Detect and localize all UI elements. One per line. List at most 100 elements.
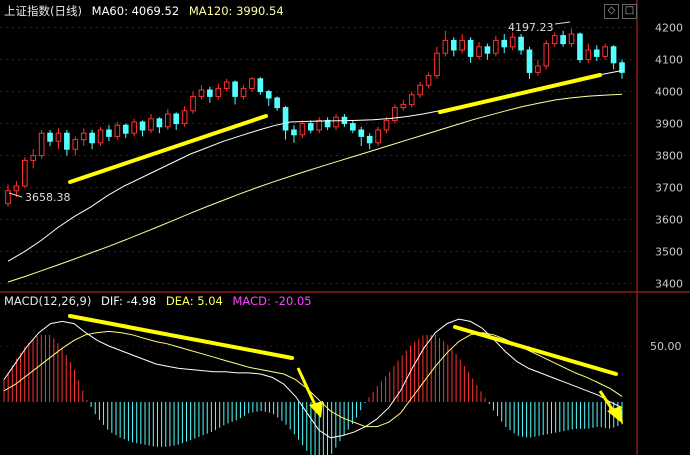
candle-body — [164, 113, 171, 128]
y-tick-label: 3400 — [655, 278, 683, 291]
candle-body — [64, 132, 70, 150]
maximize-button[interactable]: □ — [622, 4, 637, 19]
candle-body — [97, 129, 104, 144]
candle-body — [38, 132, 45, 157]
candle-body — [55, 132, 62, 142]
candle-up — [72, 136, 79, 156]
candle-up — [400, 99, 407, 111]
candle-down — [139, 120, 146, 137]
candle-up — [190, 91, 196, 114]
y-tick-label: 3900 — [655, 118, 683, 131]
y-tick-label: 3800 — [655, 150, 683, 163]
candle-body — [274, 97, 280, 109]
candle-body — [358, 129, 365, 137]
candle-up — [114, 122, 121, 140]
candle-body — [484, 46, 491, 54]
candle-up — [459, 34, 466, 54]
candle-up — [97, 126, 104, 146]
candle-body — [106, 129, 112, 137]
candle-down — [274, 96, 280, 111]
candle-up — [509, 32, 516, 50]
candle-body — [450, 39, 457, 51]
y-tick-label: 4200 — [655, 22, 683, 35]
candle-body — [434, 52, 440, 77]
candle-body — [131, 121, 137, 134]
y-tick-label: 3500 — [655, 246, 683, 259]
candle-body — [585, 49, 592, 61]
candle-body — [392, 107, 398, 121]
candle-up — [316, 117, 323, 134]
candle-body — [366, 135, 373, 144]
candle-up — [585, 43, 592, 63]
candle-body — [551, 35, 558, 45]
candle-body — [30, 155, 37, 161]
candle-up — [568, 28, 575, 47]
candle-up — [434, 46, 440, 79]
candle-body — [257, 78, 264, 93]
candle-body — [173, 113, 180, 125]
candle-body — [291, 129, 297, 136]
high-annotation-arrow — [554, 21, 571, 25]
candle-up — [22, 157, 28, 188]
low-annotation: 3658.38 — [25, 191, 71, 204]
candle-up — [602, 43, 608, 60]
candle-up — [148, 114, 154, 134]
candle-down — [173, 112, 180, 130]
ma120-line — [7, 93, 623, 283]
main-chart-header: 上证指数(日线) MA60: 4069.52 MA120: 3990.54 — [4, 4, 290, 18]
candle-body — [577, 33, 583, 61]
candle-down — [358, 126, 365, 146]
candle-body — [602, 46, 608, 57]
candle-body — [610, 46, 617, 64]
trendline — [68, 114, 268, 184]
high-annotation: 4197.23 — [508, 21, 554, 34]
candle-up — [375, 126, 381, 146]
y-axis: 4200 4100 4000 3900 3800 3700 3600 3500 3400 50.0… — [650, 22, 683, 353]
candle-down — [610, 45, 617, 70]
candle-body — [509, 36, 516, 48]
candle-body — [5, 190, 11, 205]
candle-down — [501, 34, 508, 54]
candle-body — [476, 46, 482, 57]
candle-body — [425, 75, 432, 86]
y-tick-label: 4100 — [655, 54, 683, 67]
candle-body — [593, 49, 600, 57]
candle-body — [619, 62, 625, 73]
candle-down — [257, 77, 264, 95]
candle-up — [13, 181, 20, 198]
dif-legend: DIF: -4.98 — [101, 294, 157, 308]
candle-down — [307, 120, 314, 134]
candle-body — [22, 159, 28, 187]
candle-body — [156, 118, 163, 128]
candle-body — [400, 103, 407, 109]
candle-body — [518, 36, 524, 51]
candle-up — [417, 82, 423, 98]
candle-body — [442, 39, 449, 54]
down-arrow-head — [607, 406, 623, 424]
macd-value-legend: MACD: -20.05 — [232, 294, 312, 308]
candle-up — [198, 85, 205, 100]
candle-down — [324, 117, 331, 130]
chart-title: 上证指数(日线) — [4, 4, 82, 18]
candle-down — [577, 32, 583, 63]
candle-up — [5, 184, 11, 207]
candle-up — [493, 35, 499, 57]
candle-body — [215, 87, 222, 97]
candle-up — [333, 114, 339, 130]
candle-body — [350, 123, 356, 131]
ma60-line — [7, 70, 623, 262]
candle-body — [408, 94, 415, 105]
low-annotation-arrow — [8, 192, 23, 198]
candle-down — [122, 123, 129, 138]
candle-body — [249, 78, 255, 89]
candle-up — [299, 120, 306, 138]
macd-panel — [3, 318, 623, 455]
candle-up — [392, 104, 398, 124]
down-arrow-shaft — [598, 390, 616, 413]
candle-up — [181, 106, 188, 127]
candle-body — [122, 124, 129, 134]
trendline — [68, 314, 294, 360]
diamond-toggle-icon[interactable]: ◇ — [604, 4, 619, 19]
candle-body — [299, 123, 306, 136]
candle-body — [47, 132, 53, 142]
